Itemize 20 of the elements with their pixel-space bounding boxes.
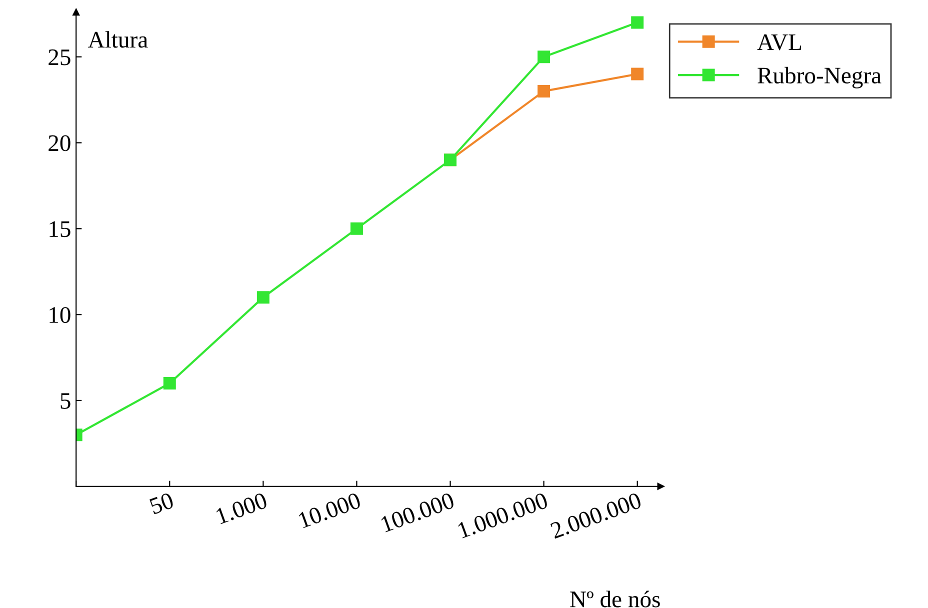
point [538,50,550,64]
point [350,222,363,235]
legend-label: AVL [757,34,802,50]
x-tick-label: 50 [148,492,174,514]
y-tick-label: 5 [60,393,70,409]
y-tick-label: 25 [48,49,70,66]
legend-label: Rubro-Negra [758,66,882,88]
point [631,68,644,80]
y-tick-label: 20 [48,135,70,152]
x-axis-title: Nº de nós [570,590,660,608]
point [256,291,270,304]
x-tick-label: 10.000 [298,492,362,528]
y-tick-label: 10 [50,307,70,323]
point [538,84,550,98]
x-tick-label: 100.000 [380,492,456,533]
point [631,16,644,29]
x-tick-label: 1.000 [215,492,268,524]
point [163,377,176,390]
y-axis-title: Altura [88,31,148,48]
y-tick-label: 15 [50,221,70,238]
